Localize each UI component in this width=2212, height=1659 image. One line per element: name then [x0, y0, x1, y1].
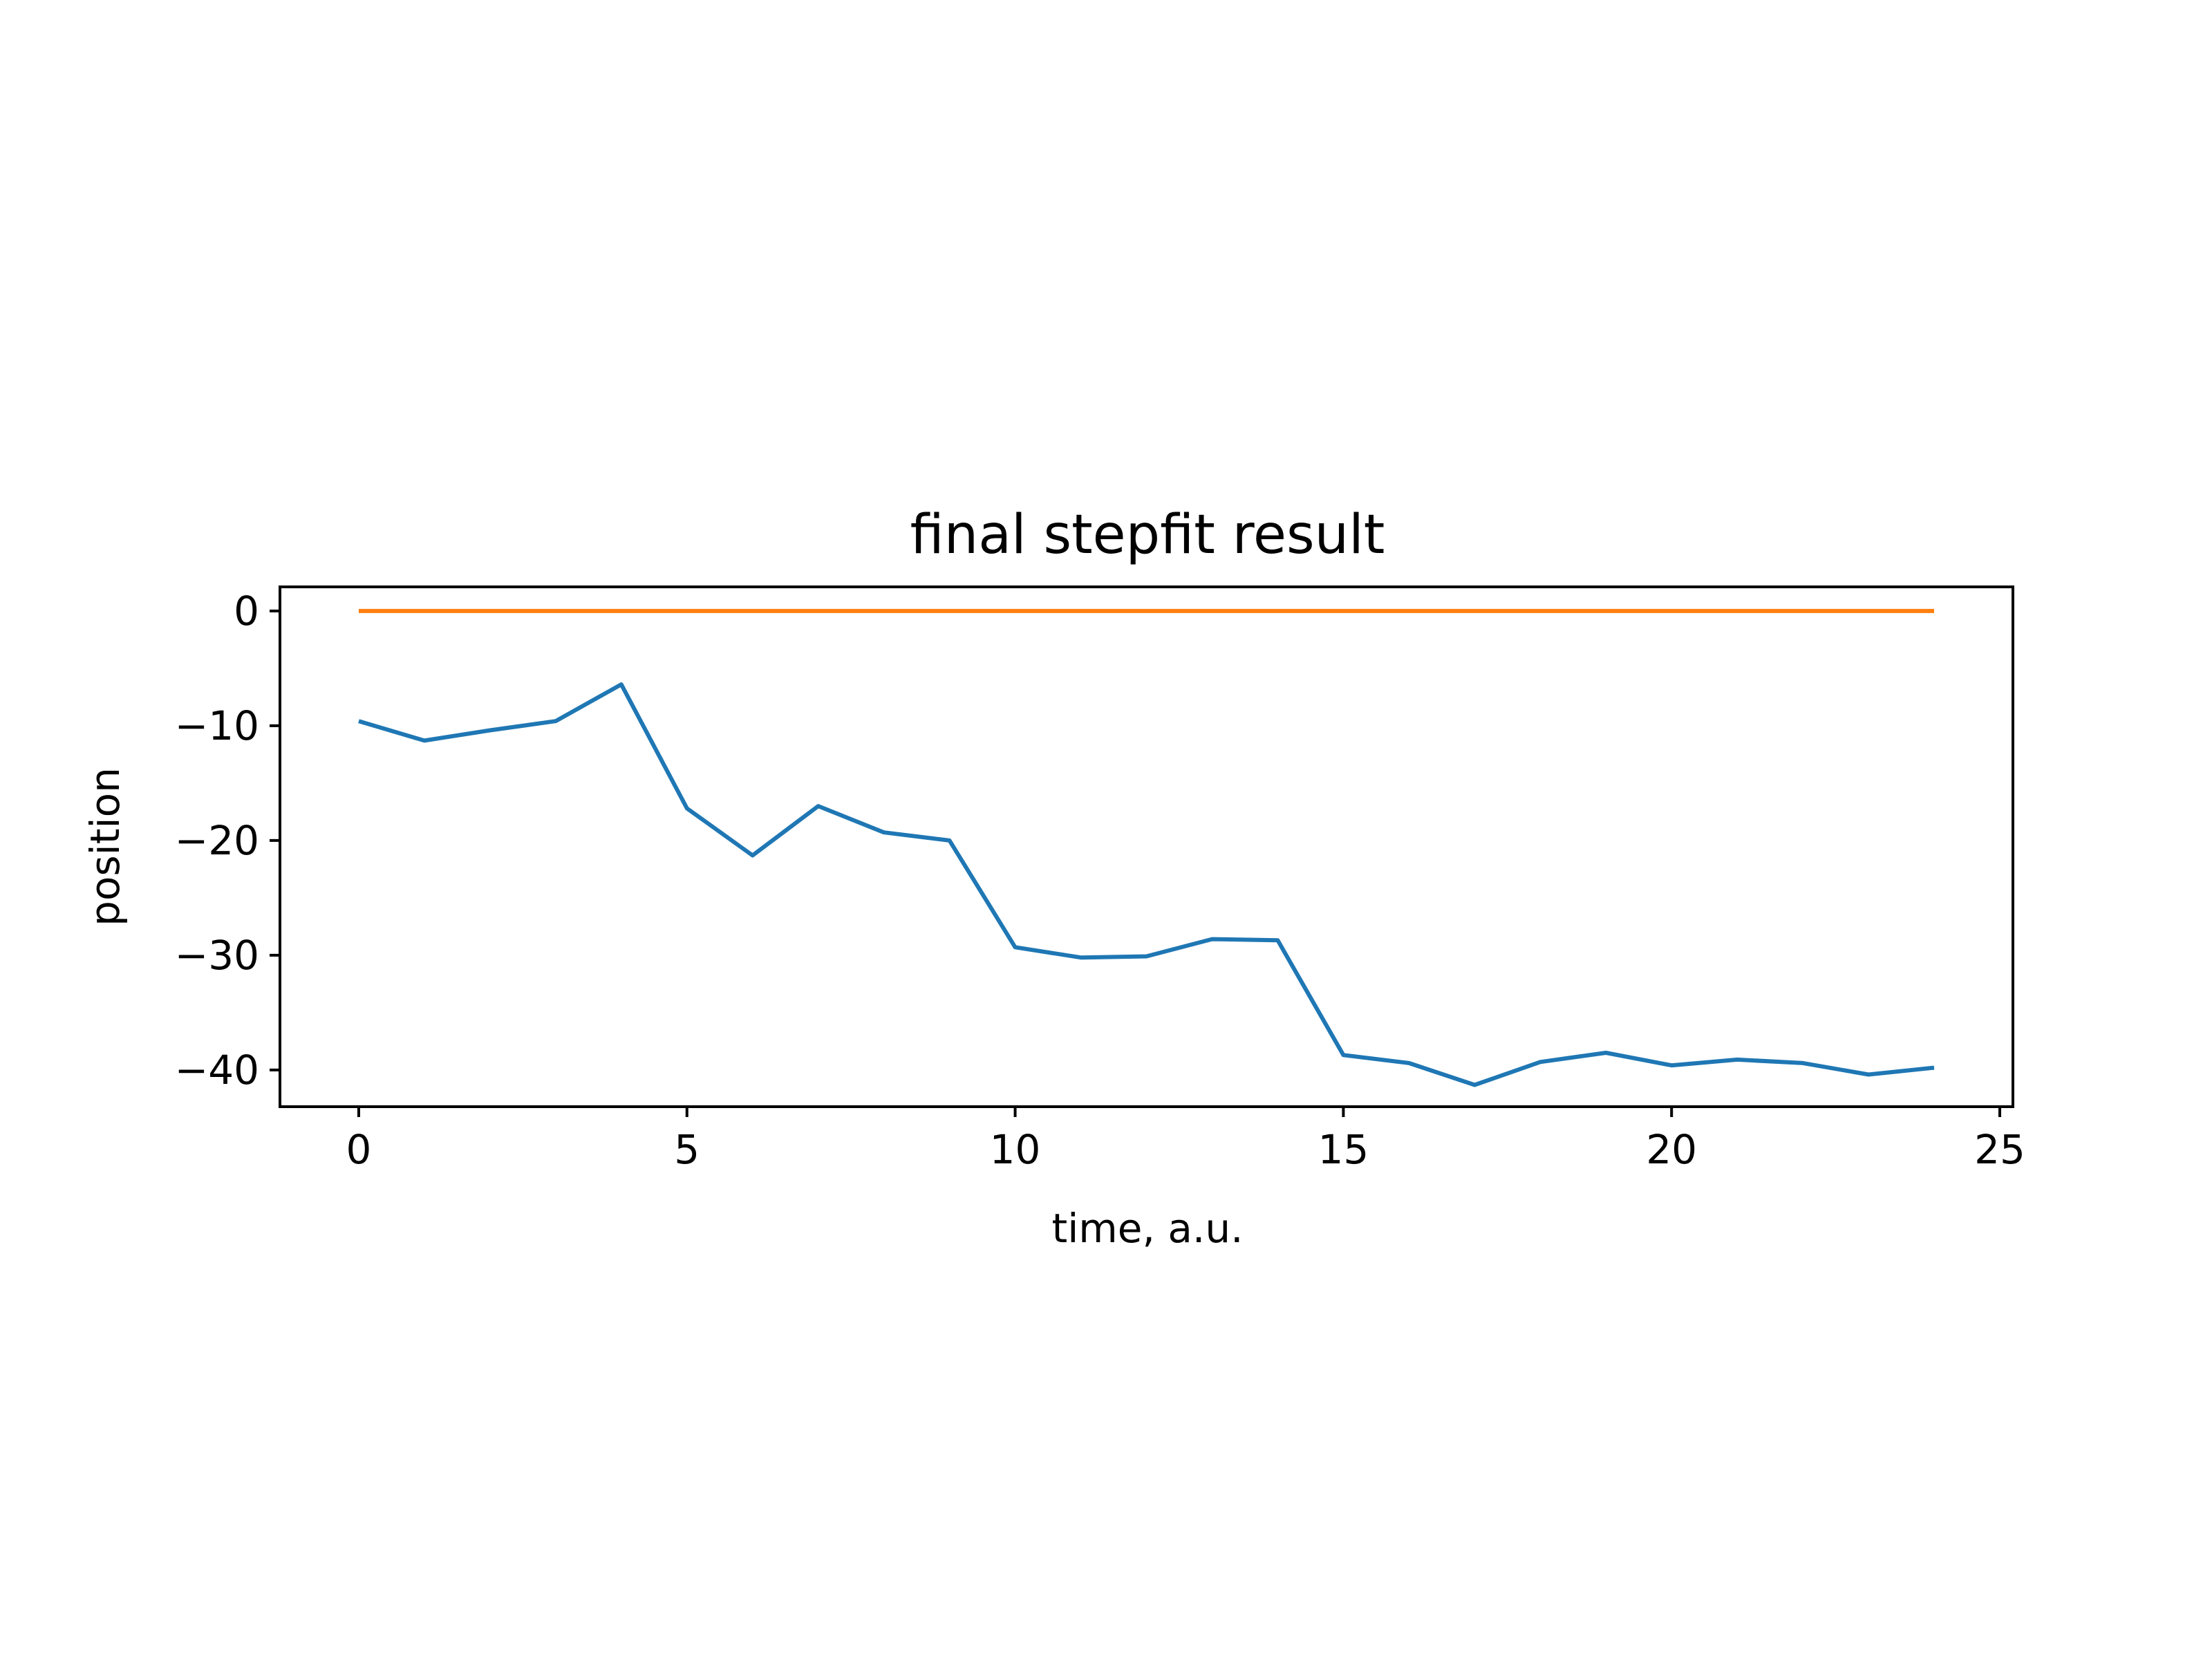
y-axis-ticks: 0 −10 −20 −30 −40	[175, 588, 280, 1094]
y-tick-label: −10	[175, 702, 259, 749]
x-tick-label: 10	[990, 1126, 1041, 1173]
x-tick-label: 20	[1646, 1126, 1697, 1173]
x-tick-label: 0	[346, 1126, 372, 1173]
series-line-1	[358, 682, 1935, 1087]
x-axis-label: time, a.u.	[1051, 1205, 1243, 1252]
x-axis-ticks: 0 5 10 15 20 25	[346, 1107, 2025, 1173]
y-tick-label: −20	[175, 817, 259, 864]
x-tick-label: 5	[674, 1126, 700, 1173]
series-layer	[358, 608, 1935, 1087]
y-tick-label: −40	[175, 1047, 259, 1094]
y-tick-label: 0	[234, 588, 259, 635]
chart-title: final stepfit result	[910, 504, 1385, 566]
x-tick-label: 15	[1318, 1126, 1369, 1173]
y-axis-label: position	[82, 767, 129, 926]
plot-frame	[279, 585, 2014, 1108]
y-tick-label: −30	[175, 932, 259, 979]
x-tick-label: 25	[1974, 1126, 2025, 1173]
